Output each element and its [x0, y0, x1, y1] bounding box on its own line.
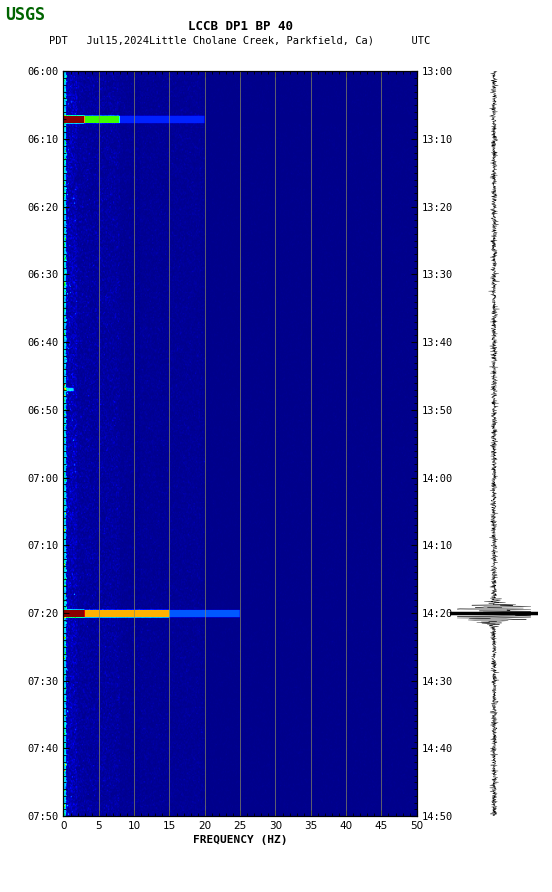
- X-axis label: FREQUENCY (HZ): FREQUENCY (HZ): [193, 835, 288, 846]
- Text: USGS: USGS: [6, 6, 45, 24]
- Text: LCCB DP1 BP 40: LCCB DP1 BP 40: [188, 20, 293, 33]
- Text: PDT   Jul15,2024Little Cholane Creek, Parkfield, Ca)      UTC: PDT Jul15,2024Little Cholane Creek, Park…: [50, 36, 431, 45]
